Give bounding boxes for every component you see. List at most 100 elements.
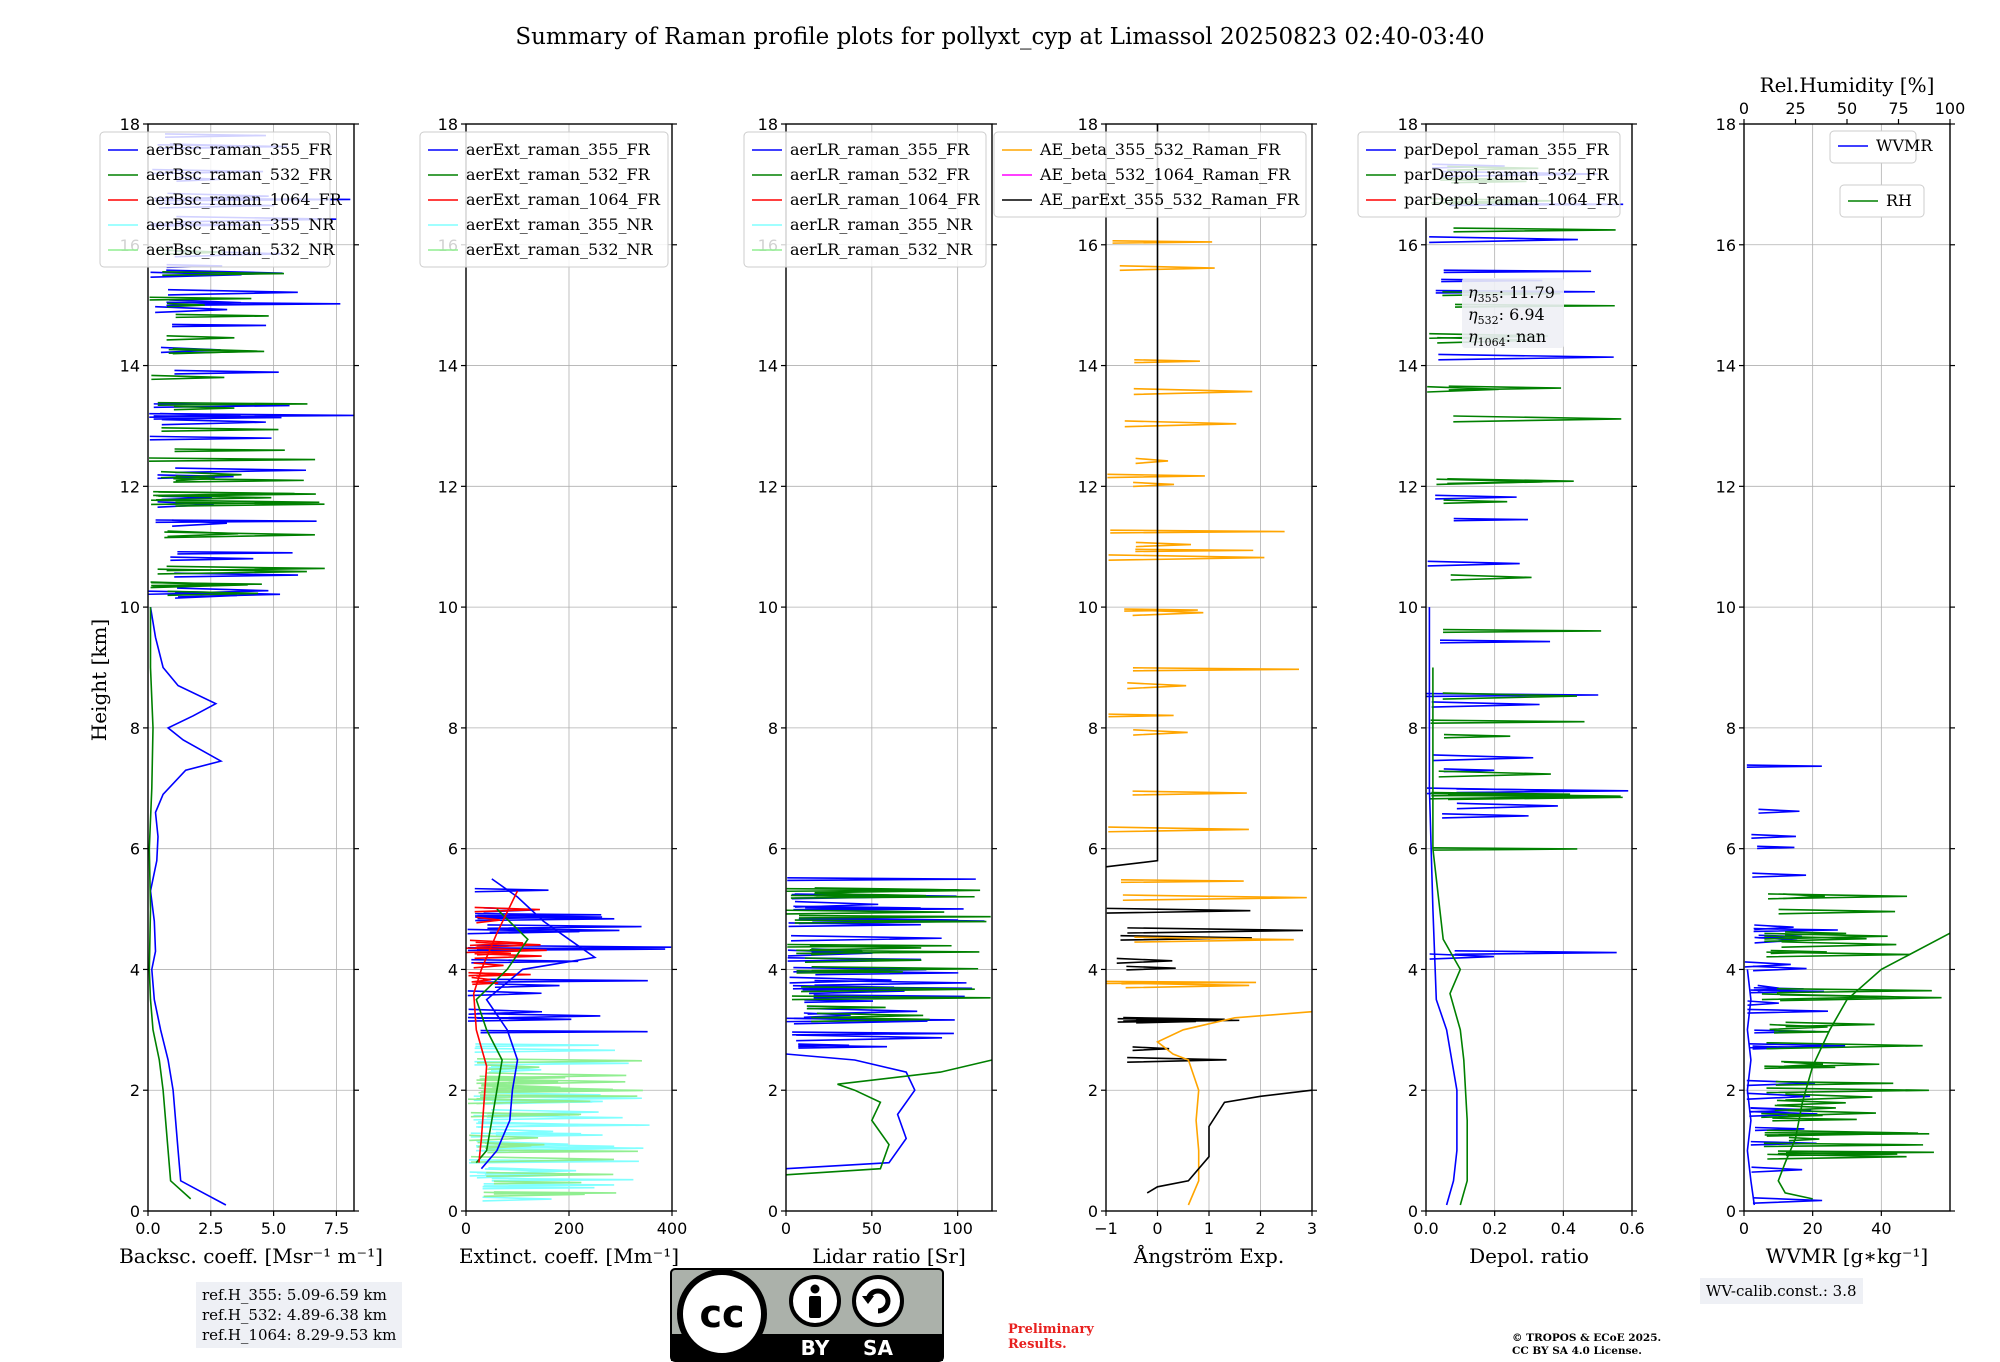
noise-spike-532 [175, 313, 269, 319]
y-tick-label: 6 [130, 840, 140, 859]
noise-spike-355 [487, 924, 642, 930]
sa-arrowhead-icon [862, 1296, 874, 1304]
y-tick-label: 0 [1726, 1202, 1736, 1221]
y-tick-label: 2 [130, 1081, 140, 1100]
noise-spike-532 [1766, 1087, 1929, 1094]
noise-spike-355 [1757, 845, 1795, 850]
noise-spike-355 [160, 412, 241, 418]
noise-spike-532 [1770, 949, 1827, 955]
noise-spike-355 [477, 1012, 601, 1020]
noise-spike-355 [474, 887, 549, 893]
noise-spike-532 [1453, 227, 1616, 233]
noise-spike-355 [814, 979, 967, 987]
noise-spike-AEext [1132, 1046, 1170, 1052]
x-tick-label: 400 [657, 1219, 688, 1238]
noise-spike-532 [1447, 478, 1574, 485]
noise-spike-532 [153, 490, 295, 497]
noise-spike-532 [811, 965, 979, 972]
noise-spike-AEext [1116, 957, 1173, 964]
noise-spike-532 [1430, 719, 1585, 724]
noise-spike-532NR [479, 1094, 638, 1099]
noise-spike-355 [1749, 1110, 1818, 1117]
legend-entry: aerBsc_raman_532_NR [146, 240, 335, 259]
y-tick-label: 10 [1716, 598, 1736, 617]
noise-spike-AE355532 [1107, 473, 1205, 479]
noise-spike-532 [801, 985, 975, 993]
ref-line-1064: ref.H_1064: 8.29-9.53 km [202, 1326, 397, 1344]
y-tick-label: 8 [768, 719, 778, 738]
x-tick-label: 3 [1307, 1219, 1317, 1238]
noise-spike-532NR [486, 1171, 614, 1178]
noise-spike-355 [1751, 1166, 1803, 1173]
legend-entry: aerExt_raman_532_NR [466, 240, 654, 259]
noise-spike-355NR [483, 1183, 615, 1187]
y-tick-label: 12 [438, 477, 458, 496]
noise-spike-355 [471, 958, 579, 964]
y-tick-label: 4 [448, 960, 458, 979]
y-tick-label: 2 [1726, 1081, 1736, 1100]
y-tick-label: 8 [1408, 719, 1418, 738]
noise-spike-532 [1768, 893, 1908, 900]
noise-spike-532 [173, 477, 304, 483]
series-line-aerBsc_raman_355_FR [149, 606, 227, 1206]
legend-entry: aerLR_raman_355_NR [790, 215, 973, 234]
noise-spike-532 [172, 347, 258, 355]
eta-entry: η355: 11.79 [1468, 283, 1555, 305]
series-line-WVMR [1746, 969, 1756, 1206]
noise-spike-355 [174, 369, 279, 375]
noise-spike-355 [1753, 965, 1807, 972]
noise-spike-532 [1764, 1131, 1930, 1136]
y-tick-label: 18 [1398, 115, 1418, 134]
y-tick-label: 14 [438, 357, 458, 376]
cc-logo-text: cc [699, 1292, 744, 1336]
x-axis-label: WVMR [g∗kg⁻¹] [1766, 1244, 1928, 1268]
noise-spike-355 [1752, 1197, 1823, 1204]
legend-entry: WVMR [1876, 136, 1933, 155]
noise-spike-355 [157, 474, 234, 480]
noise-spike-AE355532 [1133, 481, 1175, 488]
noise-spike-532 [164, 531, 315, 539]
noise-spike-532 [796, 970, 903, 974]
noise-spike-AE355532 [1120, 878, 1244, 884]
noise-spike-355 [1753, 927, 1838, 933]
x-tick-label: 20 [1802, 1219, 1822, 1238]
noise-spike-532 [167, 590, 259, 597]
y-tick-label: 10 [1398, 598, 1418, 617]
noise-spike-532 [811, 1016, 930, 1023]
legend-entry: aerExt_raman_532_FR [466, 165, 651, 184]
noise-spike-532 [149, 457, 316, 462]
noise-spike-532NR [476, 1079, 559, 1085]
noise-spike-355 [155, 519, 317, 524]
x-axis-label: Backsc. coeff. [Msr⁻¹ m⁻¹] [119, 1244, 383, 1268]
noise-spike-355 [467, 928, 580, 935]
noise-spike-532 [1785, 1093, 1873, 1101]
noise-spike-532 [156, 494, 272, 501]
noise-spike-355 [155, 305, 228, 314]
noise-spike-355 [1758, 808, 1800, 814]
legend-entry: aerLR_raman_532_NR [790, 240, 973, 259]
noise-spike-1064 [474, 906, 540, 913]
noise-spike-532NR [471, 1155, 614, 1163]
noise-spike-AEext [1127, 1056, 1227, 1063]
noise-spike-355 [161, 418, 266, 426]
noise-spike-532 [1781, 941, 1897, 949]
cc-by-sa-badge: cc BY SA [670, 1268, 944, 1362]
noise-spike-532 [166, 334, 235, 341]
legend-box [99, 131, 331, 268]
x-tick-label: 0.2 [1482, 1219, 1507, 1238]
noise-spike-355NR [482, 1196, 552, 1202]
noise-spike-532 [1766, 1041, 1923, 1050]
noise-spike-355 [1454, 950, 1617, 956]
axes-frame [1425, 123, 1633, 1212]
noise-spike-1064 [473, 962, 504, 969]
noise-spike-532 [1764, 935, 1867, 943]
y-tick-label: 12 [1716, 477, 1736, 496]
copyright-line-1: © TROPOS & ECoE 2025. [1512, 1332, 1662, 1344]
series-line-parDepol_raman_355_FR [1428, 607, 1458, 1206]
legend-entry: aerLR_raman_1064_FR [790, 190, 980, 209]
noise-spike-355 [1747, 1000, 1779, 1007]
eta-box [1462, 278, 1564, 348]
y-tick-label: 2 [768, 1081, 778, 1100]
y-tick-label: 12 [1398, 477, 1418, 496]
series-line-aerLR_raman_532_FR [785, 1059, 993, 1176]
